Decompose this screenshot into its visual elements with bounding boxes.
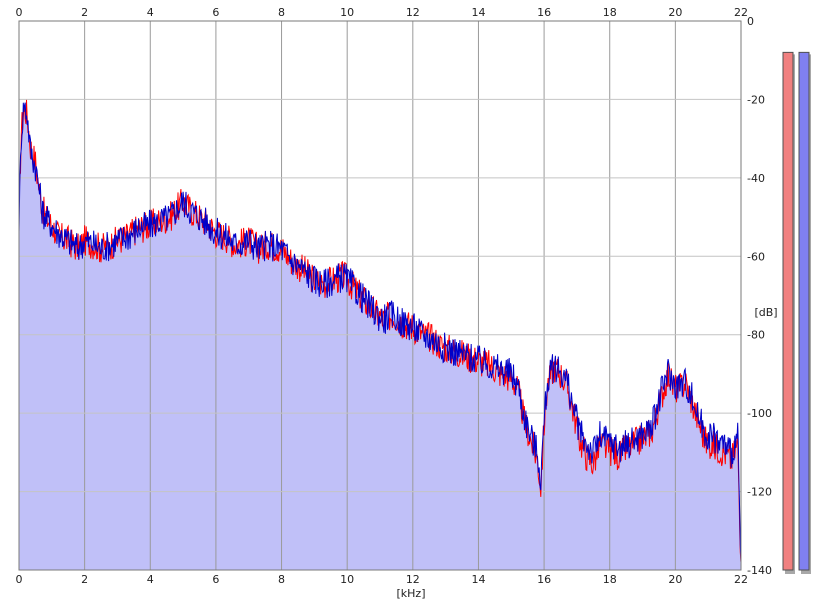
meter-bar <box>782 51 794 571</box>
x-tick-label-top: 6 <box>212 6 219 19</box>
y-tick-label: -60 <box>747 250 765 263</box>
series-line-blue <box>18 102 742 563</box>
y-tick-label: -20 <box>747 93 765 106</box>
plot-frame <box>18 20 742 571</box>
x-tick-label-top: 16 <box>537 6 551 19</box>
axis-layer: 002244668810101212141416161818202022220-… <box>16 6 772 586</box>
x-tick-label-bottom: 20 <box>668 573 682 586</box>
grid-layer <box>18 20 742 571</box>
y-tick-label: 0 <box>747 15 754 28</box>
spectrum-fill-layer <box>19 102 741 570</box>
y-tick-label: -100 <box>747 407 772 420</box>
level-meters <box>782 51 811 574</box>
x-tick-label-bottom: 16 <box>537 573 551 586</box>
x-axis-unit-label: [kHz] <box>397 587 426 600</box>
x-tick-label-top: 20 <box>668 6 682 19</box>
x-tick-label-bottom: 18 <box>603 573 617 586</box>
meter-bar <box>798 51 810 571</box>
x-tick-label-top: 22 <box>734 6 748 19</box>
x-tick-label-top: 12 <box>406 6 420 19</box>
x-tick-label-top: 8 <box>278 6 285 19</box>
y-axis-unit-label: [dB] <box>754 306 777 319</box>
x-tick-label-top: 10 <box>340 6 354 19</box>
x-tick-label-top: 2 <box>81 6 88 19</box>
x-tick-label-top: 4 <box>147 6 154 19</box>
x-tick-label-bottom: 6 <box>212 573 219 586</box>
x-tick-label-top: 18 <box>603 6 617 19</box>
x-tick-label-bottom: 0 <box>16 573 23 586</box>
x-tick-label-bottom: 22 <box>734 573 748 586</box>
y-tick-label: -120 <box>747 486 772 499</box>
y-tick-label: -40 <box>747 172 765 185</box>
x-tick-label-bottom: 2 <box>81 573 88 586</box>
x-tick-label-bottom: 4 <box>147 573 154 586</box>
series-layer <box>18 99 742 563</box>
spectrum-fill-area <box>19 102 741 570</box>
x-tick-label-bottom: 12 <box>406 573 420 586</box>
x-tick-label-bottom: 14 <box>471 573 485 586</box>
level-meter-right <box>798 51 811 574</box>
y-tick-label: -140 <box>747 564 772 577</box>
x-tick-label-top: 0 <box>16 6 23 19</box>
x-tick-label-bottom: 8 <box>278 573 285 586</box>
x-tick-label-bottom: 10 <box>340 573 354 586</box>
level-meter-left <box>782 51 795 574</box>
x-tick-label-top: 14 <box>471 6 485 19</box>
y-tick-label: -80 <box>747 329 765 342</box>
